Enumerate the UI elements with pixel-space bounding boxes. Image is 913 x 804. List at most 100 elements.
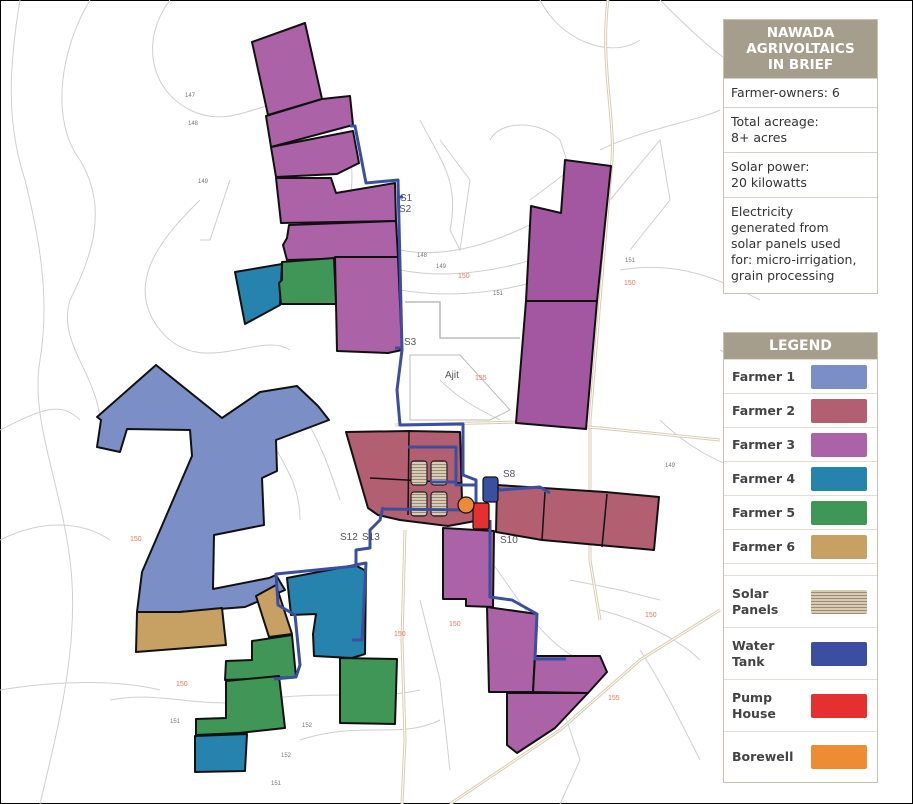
map-labels: S1 S2 S3 S8 S10 S12 S13 Ajit 147 148 149… <box>130 93 676 787</box>
brief-text: for: micro-irrigation, <box>731 252 857 267</box>
svg-text:150: 150 <box>130 536 142 543</box>
svg-text:149: 149 <box>436 264 447 270</box>
legend-item-pump-house: Pump House <box>724 679 877 731</box>
legend-label: Pump House <box>732 690 776 722</box>
legend-item-farmer-5: Farmer 5 <box>724 495 877 529</box>
svg-text:151: 151 <box>493 291 504 297</box>
svg-text:155: 155 <box>475 375 487 382</box>
legend-label-line: House <box>732 705 776 721</box>
brief-total-acreage: Total acreage: 8+ acres <box>724 107 877 152</box>
boundary-lines <box>405 301 520 421</box>
borewell-icon <box>457 496 475 514</box>
brief-title-line: NAWADA <box>766 25 835 41</box>
solar-panel-swatch <box>811 589 867 614</box>
legend-label: Farmer 3 <box>732 437 796 452</box>
legend-label: Farmer 6 <box>732 539 796 554</box>
legend-panel: LEGEND Farmer 1 Farmer 2 Farmer 3 Farmer… <box>723 332 878 783</box>
legend-item-farmer-1: Farmer 1 <box>724 359 877 393</box>
svg-text:149: 149 <box>665 463 676 469</box>
station-label: S8 <box>503 469 516 480</box>
legend-label-line: Pump <box>732 689 773 705</box>
svg-text:147: 147 <box>185 93 196 99</box>
legend-label-line: Solar <box>732 585 769 601</box>
svg-text:148: 148 <box>417 253 428 259</box>
farmer-3-plots <box>234 22 612 430</box>
legend-item-borewell: Borewell <box>724 731 877 782</box>
brief-electricity-use: Electricity generated from solar panels … <box>724 197 877 293</box>
legend-label: Farmer 2 <box>732 403 796 418</box>
svg-text:151: 151 <box>170 719 181 725</box>
brief-text: Electricity <box>731 204 794 219</box>
legend-label: Farmer 1 <box>732 369 796 384</box>
legend-title: LEGEND <box>724 333 877 359</box>
svg-text:149: 149 <box>198 179 209 185</box>
legend-label: Solar Panels <box>732 586 778 618</box>
brief-text: Farmer-owners: 6 <box>731 85 840 100</box>
farmer-3-plots-south <box>442 527 608 754</box>
svg-text:155: 155 <box>608 695 620 702</box>
legend-label: Farmer 4 <box>732 471 796 486</box>
station-label: S12 <box>340 532 358 543</box>
place-label: Ajit <box>445 370 459 381</box>
brief-panel: NAWADA AGRIVOLTAICS IN BRIEF Farmer-owne… <box>723 19 878 294</box>
svg-text:150: 150 <box>394 631 406 638</box>
brief-text: 8+ acres <box>731 130 787 145</box>
farmer-6-plots <box>135 584 293 653</box>
station-label: S1 <box>400 193 413 204</box>
color-swatch <box>811 364 867 389</box>
station-label: S10 <box>500 535 518 546</box>
station-label: S13 <box>362 532 380 543</box>
color-swatch <box>811 466 867 491</box>
brief-title-line: AGRIVOLTAICS <box>746 41 855 57</box>
legend-item-farmer-4: Farmer 4 <box>724 461 877 495</box>
svg-text:152: 152 <box>281 753 292 759</box>
color-swatch <box>811 398 867 423</box>
svg-text:150: 150 <box>458 273 470 280</box>
station-label: S3 <box>404 337 417 348</box>
brief-title-line: IN BRIEF <box>767 57 834 73</box>
legend-divider <box>724 563 877 575</box>
legend-label-line: Tank <box>732 653 765 669</box>
brief-text: Solar power: <box>731 159 810 174</box>
legend-label-line: Panels <box>732 601 779 617</box>
color-swatch <box>811 432 867 457</box>
legend-item-farmer-2: Farmer 2 <box>724 393 877 427</box>
brief-text: solar panels used <box>731 236 841 251</box>
brief-farmer-owners: Farmer-owners: 6 <box>724 78 877 107</box>
legend-item-farmer-6: Farmer 6 <box>724 529 877 563</box>
svg-text:150: 150 <box>176 681 188 688</box>
pump-house-icon <box>472 502 490 530</box>
svg-text:151: 151 <box>625 258 636 264</box>
legend-item-solar-panels: Solar Panels <box>724 575 877 627</box>
legend-item-water-tank: Water Tank <box>724 627 877 679</box>
station-label: S2 <box>399 204 412 215</box>
legend-label: Water Tank <box>732 638 774 670</box>
brief-text: 20 kilowatts <box>731 175 807 190</box>
brief-text: generated from <box>731 220 829 235</box>
color-swatch <box>811 641 867 666</box>
legend-label: Farmer 5 <box>732 505 796 520</box>
brief-solar-power: Solar power: 20 kilowatts <box>724 152 877 197</box>
farmer-4-plots <box>194 564 367 773</box>
color-swatch <box>811 745 867 769</box>
water-tank-icon <box>482 476 499 503</box>
svg-text:150: 150 <box>645 612 657 619</box>
legend-label-line: Water <box>732 637 775 653</box>
irrigation-pipeline <box>273 124 566 681</box>
farmer-1-plot <box>96 364 330 613</box>
svg-text:148: 148 <box>188 121 199 127</box>
legend-item-farmer-3: Farmer 3 <box>724 427 877 461</box>
svg-text:150: 150 <box>624 280 636 287</box>
color-swatch <box>811 693 867 718</box>
svg-text:152: 152 <box>302 723 313 729</box>
legend-label: Borewell <box>732 749 794 764</box>
brief-text: grain processing <box>731 268 835 283</box>
brief-title: NAWADA AGRIVOLTAICS IN BRIEF <box>724 20 877 78</box>
svg-text:151: 151 <box>271 781 282 787</box>
color-swatch <box>811 534 867 559</box>
farmer-5-plots <box>195 634 398 736</box>
brief-text: Total acreage: <box>731 114 819 129</box>
color-swatch <box>811 500 867 525</box>
svg-text:150: 150 <box>449 621 461 628</box>
